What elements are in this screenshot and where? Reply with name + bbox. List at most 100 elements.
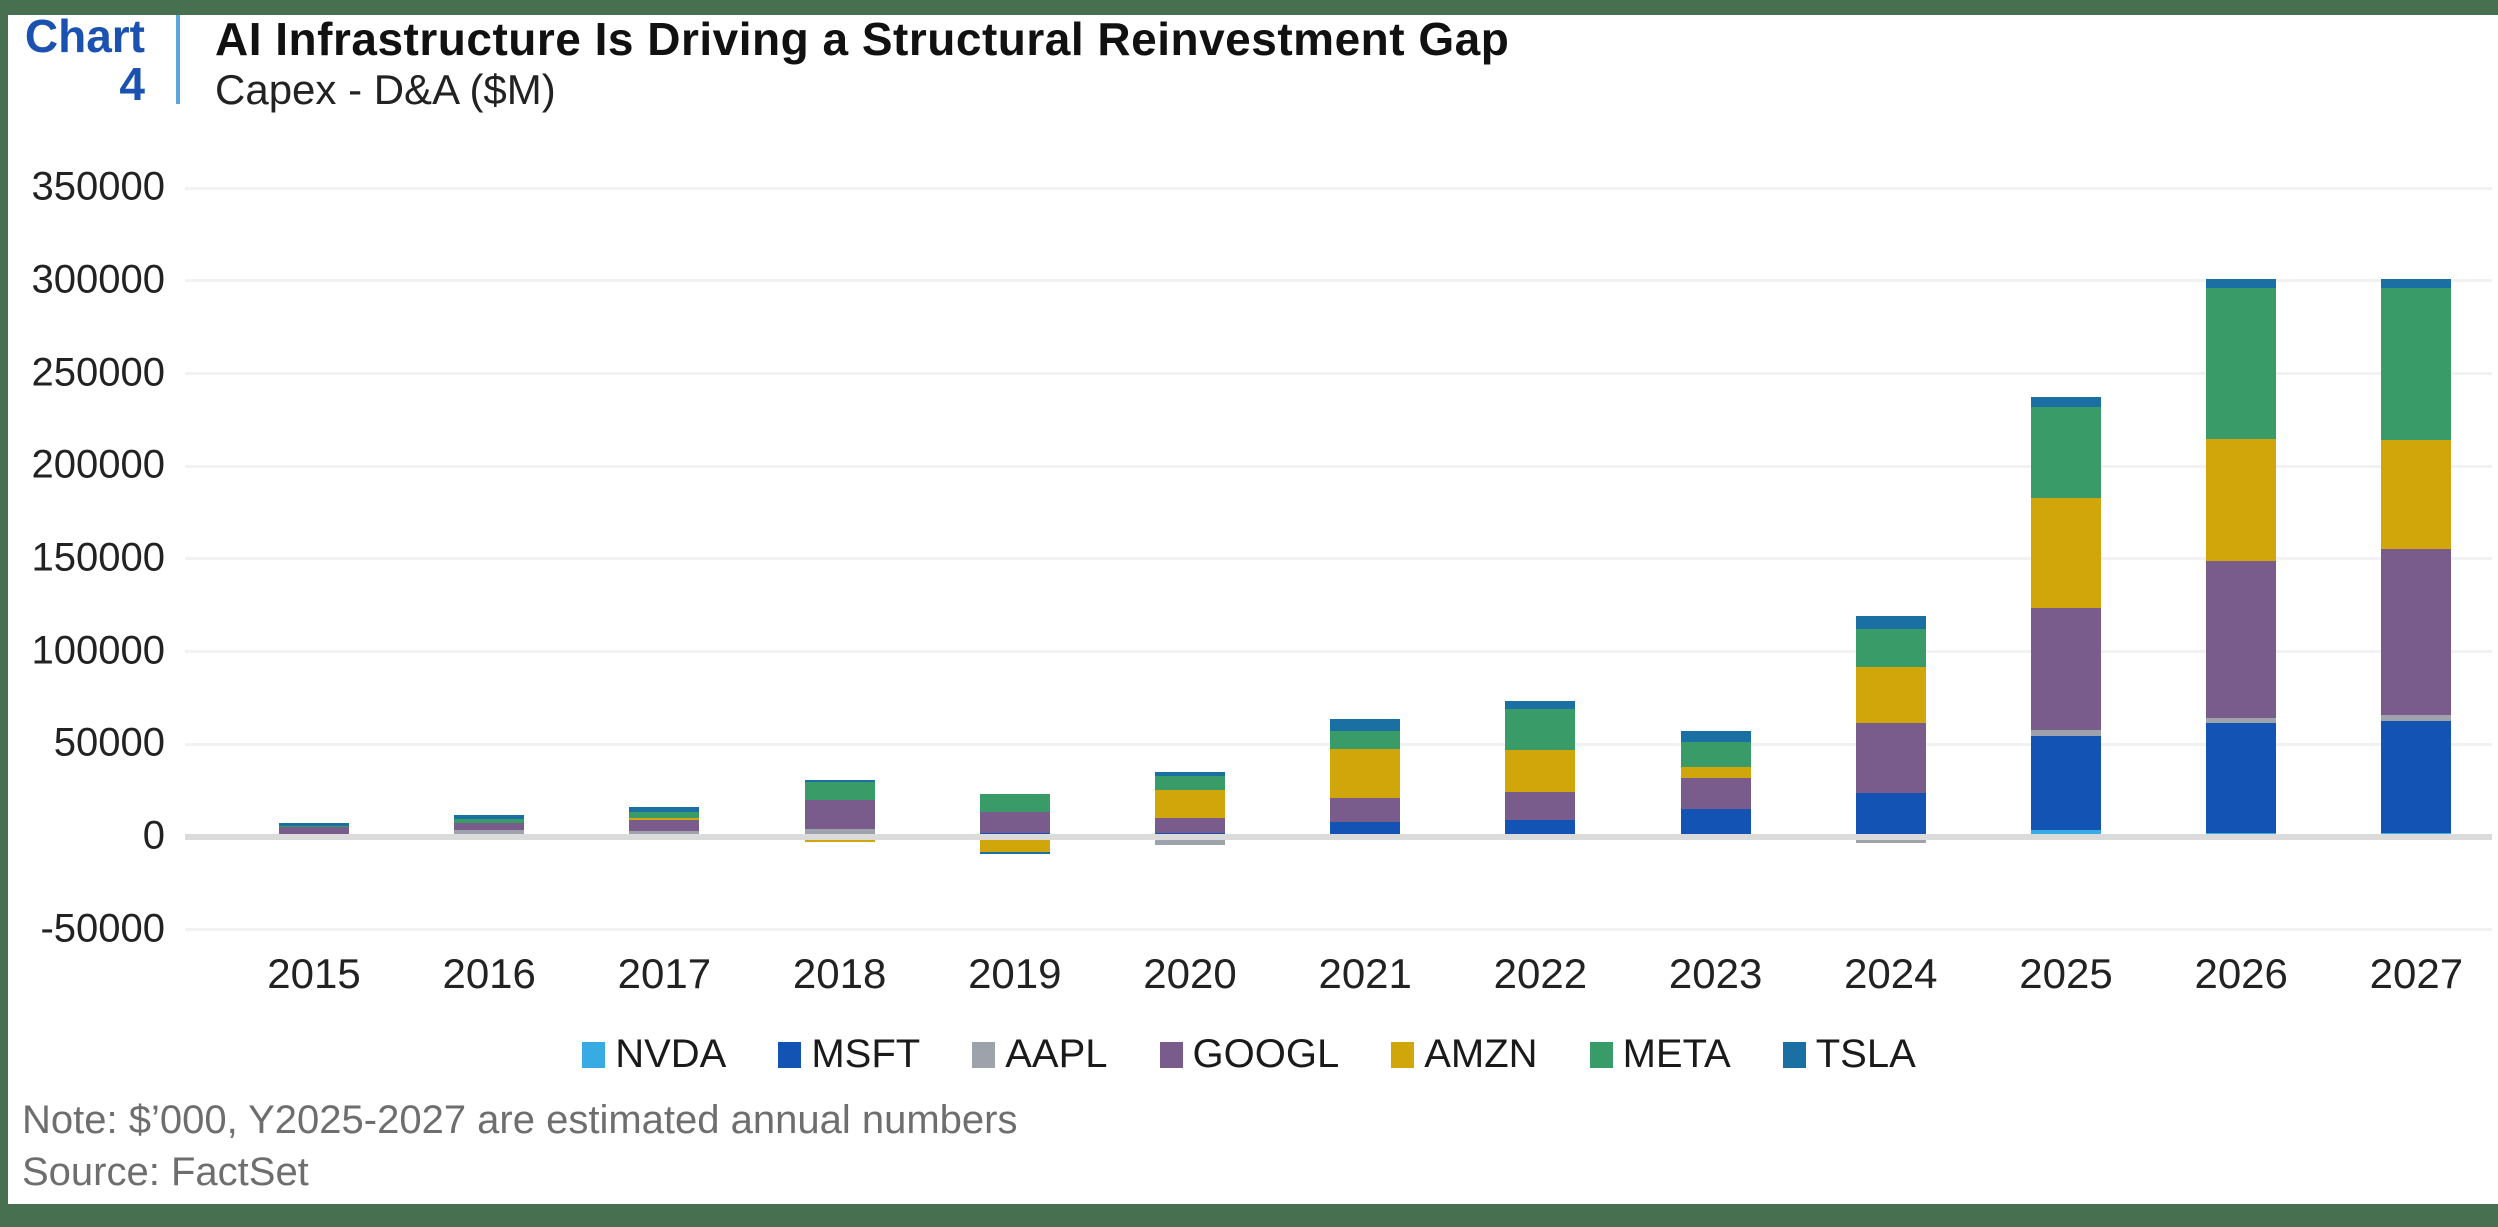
bar-segment-aapl-2025: [2031, 730, 2101, 737]
y-tick-label: 100000: [31, 628, 165, 673]
legend-item-tsla: TSLA: [1782, 1032, 1916, 1077]
bar-segment-tsla-2026: [2206, 278, 2277, 289]
frame-border-top: [0, 0, 2498, 15]
legend-item-msft: MSFT: [778, 1032, 920, 1077]
page-title: AI Infrastructure Is Driving a Structura…: [215, 13, 1510, 65]
bar-segment-tsla-2025: [2031, 397, 2101, 407]
bar-segment-googl-2021: [1330, 797, 1401, 823]
x-tick-label-2020: 2020: [1143, 950, 1237, 997]
bar-segment-amzn-2026: [2206, 438, 2277, 562]
header-divider-line: [176, 14, 180, 104]
legend-item-amzn: AMZN: [1391, 1032, 1538, 1077]
bar-segment-meta-2020: [1155, 775, 1225, 790]
bar-segment-googl-2023: [1680, 778, 1751, 809]
gridline: [185, 279, 2492, 283]
bar-segment-aapl-2024: [1855, 837, 1926, 844]
bar-segment-meta-2023: [1680, 741, 1751, 768]
bar-segment-googl-2026: [2206, 561, 2277, 718]
bar-segment-meta-2026: [2206, 288, 2277, 439]
bar-segment-meta-2016: [454, 818, 525, 824]
x-tick-label-2024: 2024: [1844, 950, 1938, 997]
bar-segment-googl-2017: [629, 820, 700, 831]
bar-segment-tsla-2018: [804, 779, 875, 783]
x-tick-label-2016: 2016: [442, 950, 536, 997]
bar-segment-aapl-2016: [454, 830, 525, 834]
y-tick-label: 50000: [53, 720, 165, 765]
bar-segment-msft-2026: [2206, 723, 2277, 834]
bar-segment-amzn-2027: [2381, 439, 2452, 550]
bar-segment-meta-2015: [279, 825, 349, 828]
bar-segment-tsla-2016: [454, 815, 525, 819]
bar-segment-googl-2020: [1155, 817, 1225, 834]
chart-number: 4: [119, 58, 145, 110]
y-tick-label: 250000: [31, 350, 165, 395]
bar-segment-aapl-2018: [804, 829, 875, 834]
y-tick-label: -50000: [40, 906, 165, 951]
bar-segment-msft-2023: [1680, 809, 1751, 837]
legend-label-tsla: TSLA: [1815, 1032, 1916, 1076]
bar-segment-tsla-2015: [279, 823, 349, 826]
legend-label-aapl: AAPL: [1005, 1032, 1108, 1076]
y-tick-label: 200000: [31, 442, 165, 487]
frame-border-left: [0, 0, 8, 1227]
bar-segment-msft-2021: [1330, 822, 1401, 837]
bar-segment-amzn-2024: [1855, 666, 1926, 723]
legend-item-nvda: NVDA: [582, 1032, 726, 1077]
legend-item-aapl: AAPL: [972, 1032, 1108, 1077]
x-tick-label-2027: 2027: [2369, 950, 2464, 997]
bar-segment-amzn-2020: [1155, 789, 1225, 818]
x-tick-label-2018: 2018: [792, 950, 887, 997]
gridline: [185, 928, 2492, 932]
bar-segment-tsla-2020: [1155, 772, 1225, 776]
chart-note: Note: $’000, Y2025-2027 are estimated an…: [22, 1098, 1018, 1142]
gridline: [185, 464, 2492, 468]
bar-segment-tsla-2017: [629, 807, 700, 813]
chart-legend: NVDA MSFT AAPL GOOGL AMZN META TSLA: [0, 1032, 2498, 1077]
bar-segment-meta-2022: [1505, 709, 1576, 750]
bar-segment-meta-2019: [979, 793, 1050, 812]
bar-segment-googl-2019: [979, 811, 1050, 833]
bar-segment-amzn-2017: [629, 818, 700, 821]
bar-segment-amzn-2021: [1330, 748, 1401, 798]
chart-number-block: Chart 4: [20, 12, 145, 108]
legend-label-googl: GOOGL: [1192, 1032, 1340, 1076]
zero-axis-line: [185, 834, 2492, 840]
bar-segment-aapl-2020: [1155, 837, 1225, 845]
x-tick-label-2025: 2025: [2019, 950, 2113, 997]
bar-segment-msft-2022: [1505, 820, 1576, 837]
bar-segment-googl-2016: [454, 823, 525, 831]
bar-segment-tsla-2021: [1330, 718, 1401, 731]
gridline: [185, 372, 2492, 375]
bar-segment-googl-2024: [1855, 722, 1926, 794]
bar-segment-aapl-2017: [629, 830, 700, 836]
bar-segment-amzn-2019: [979, 840, 1050, 853]
bar-segment-tsla-2019: [979, 852, 1050, 854]
y-tick-label: 300000: [31, 257, 165, 302]
frame-border-bottom: [0, 1204, 2498, 1227]
page-subtitle: Capex - D&A ($M): [215, 66, 556, 113]
bar-segment-amzn-2022: [1505, 749, 1576, 793]
legend-label-amzn: AMZN: [1424, 1032, 1538, 1076]
bar-segment-meta-2024: [1855, 628, 1926, 667]
bar-segment-msft-2025: [2031, 736, 2101, 831]
legend-item-googl: GOOGL: [1159, 1032, 1340, 1077]
bar-segment-meta-2027: [2381, 288, 2452, 440]
y-tick-label: 150000: [31, 535, 165, 580]
y-tick-label: 350000: [31, 164, 165, 209]
bar-segment-googl-2015: [279, 827, 349, 836]
x-tick-label-2023: 2023: [1668, 950, 1763, 997]
legend-item-meta: META: [1589, 1032, 1731, 1077]
x-tick-label-2017: 2017: [617, 950, 712, 997]
bar-segment-tsla-2024: [1855, 615, 1926, 629]
legend-swatch-googl: [1159, 1041, 1183, 1068]
bar-segment-googl-2027: [2381, 549, 2452, 716]
bar-segment-meta-2018: [804, 782, 875, 800]
legend-swatch-aapl: [972, 1041, 996, 1068]
bar-segment-tsla-2022: [1505, 701, 1576, 710]
bar-segment-amzn-2023: [1680, 767, 1751, 779]
y-tick-label: 0: [142, 813, 165, 858]
bar-segment-aapl-2026: [2206, 717, 2277, 724]
bar-segment-aapl-2027: [2381, 715, 2452, 721]
bar-segment-meta-2025: [2031, 406, 2101, 499]
